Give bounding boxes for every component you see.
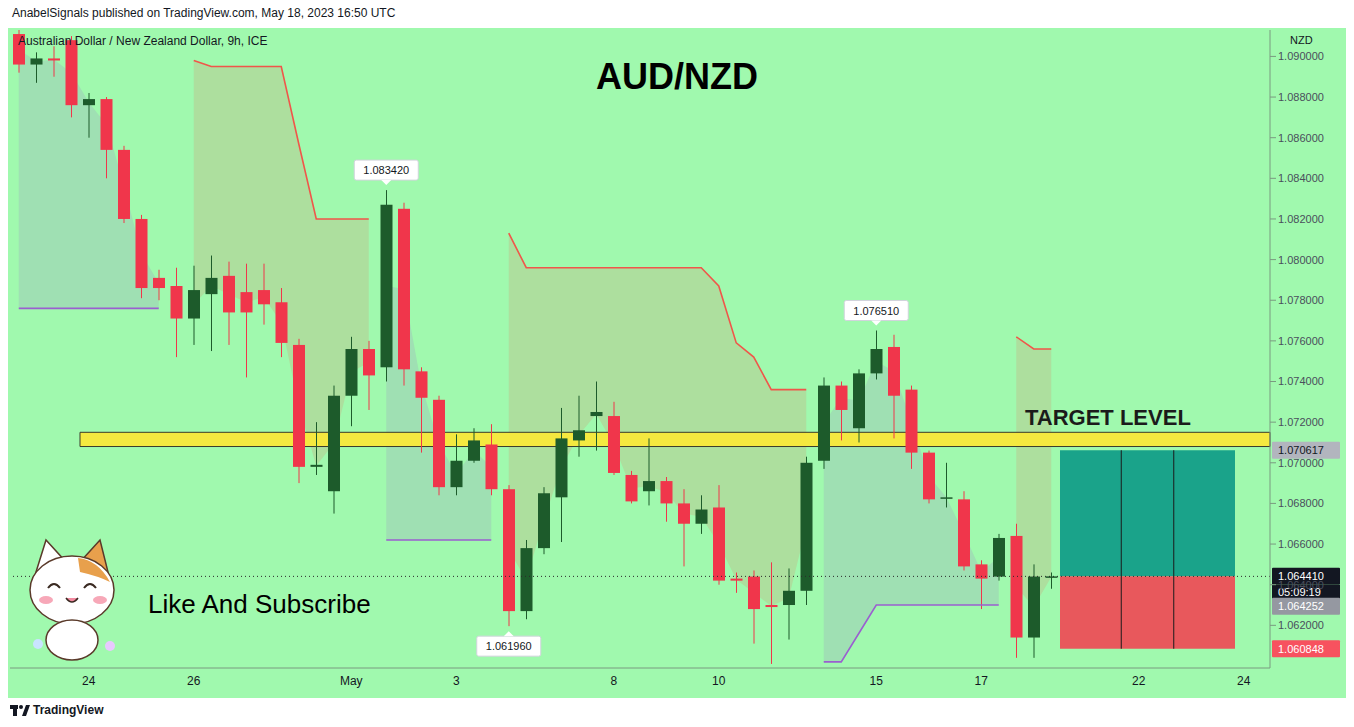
svg-text:1.070617: 1.070617 (1278, 444, 1324, 456)
html-text:Australian Dollar / New Zealan: Australian Dollar / New Zealand Dollar, … (18, 34, 268, 48)
html-text:AUD/NZD: AUD/NZD (596, 56, 758, 97)
svg-text:1.082000: 1.082000 (1278, 213, 1324, 225)
svg-text:10: 10 (712, 674, 726, 688)
svg-text:1.074000: 1.074000 (1278, 375, 1324, 387)
svg-text:05:09:19: 05:09:19 (1278, 586, 1321, 599)
svg-text:1.076510: 1.076510 (853, 305, 899, 317)
svg-text:1.083420: 1.083420 (363, 164, 409, 176)
html-text:TARGET LEVEL: TARGET LEVEL (1025, 405, 1191, 430)
svg-text:1.068000: 1.068000 (1278, 497, 1324, 509)
svg-text:1.090000: 1.090000 (1278, 50, 1324, 62)
svg-text:1.064000: 1.064000 (1278, 579, 1324, 591)
svg-text:15: 15 (870, 674, 884, 688)
svg-text:1.078000: 1.078000 (1278, 294, 1324, 306)
svg-text:1.076000: 1.076000 (1278, 335, 1324, 347)
html-text:TradingView: TradingView (33, 703, 104, 717)
svg-text:1.086000: 1.086000 (1278, 132, 1324, 144)
svg-text:26: 26 (187, 674, 201, 688)
svg-text:17: 17 (975, 674, 989, 688)
svg-text:1.062000: 1.062000 (1278, 619, 1324, 631)
html-text:AnabelSignals published on Tra: AnabelSignals published on TradingView.c… (12, 6, 396, 20)
svg-text:8: 8 (610, 674, 617, 688)
svg-text:22: 22 (1132, 674, 1146, 688)
svg-text:1.066000: 1.066000 (1278, 538, 1324, 550)
svg-text:1.072000: 1.072000 (1278, 416, 1324, 428)
svg-text:1.070000: 1.070000 (1278, 457, 1324, 469)
svg-text:1.061960: 1.061960 (486, 640, 532, 652)
svg-text:1.064252: 1.064252 (1278, 600, 1324, 612)
svg-text:24: 24 (82, 674, 96, 688)
svg-text:1.064410: 1.064410 (1278, 570, 1324, 583)
html-text:NZD: NZD (1290, 34, 1313, 46)
svg-text:1.080000: 1.080000 (1278, 254, 1324, 266)
svg-text:3: 3 (453, 674, 460, 688)
html-text:Like And Subscribe: Like And Subscribe (148, 589, 371, 619)
svg-text:May: May (340, 674, 363, 688)
svg-text:24: 24 (1237, 674, 1251, 688)
svg-text:1.088000: 1.088000 (1278, 91, 1324, 103)
svg-text:1.060848: 1.060848 (1278, 643, 1324, 655)
svg-text:1.084000: 1.084000 (1278, 172, 1324, 184)
